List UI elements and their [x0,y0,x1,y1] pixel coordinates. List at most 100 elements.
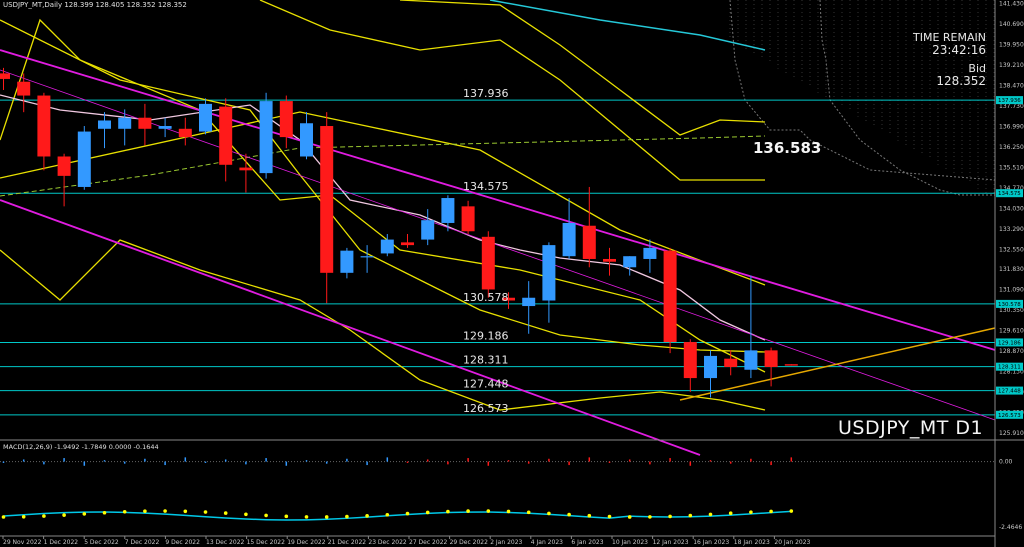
candle-body [259,101,273,174]
level-tag: 127.448 [463,378,509,391]
signal-dot [567,512,571,517]
signal-dot [405,511,410,516]
envelope-outer-upper [0,111,766,286]
signal-dot [688,513,693,518]
candle-body [118,117,132,129]
level-axis-tag [996,386,1023,395]
level-axis-tag-label: 130.578 [998,302,1021,308]
price-tick-label: 130.350 [999,307,1024,314]
candle-body [340,250,354,273]
candle-body [219,106,233,165]
bid-label: Bid [968,62,986,75]
time-tick-label: 18 Jan 2023 [734,539,770,546]
signal-dot [749,510,753,514]
price-tick-label: 136.250 [999,144,1024,151]
candle-body [764,350,778,367]
signal-dot [42,514,46,518]
price-tick-label: 139.210 [999,62,1024,69]
time-remain-label: TIME REMAIN [913,31,986,44]
candle-body [380,239,394,254]
candle-body [461,206,475,232]
channel-upper [0,49,996,351]
candle-body [401,242,414,246]
level-tag: 126.573 [463,402,509,415]
time-tick-label: 29 Nov 2022 [3,539,42,546]
price-tick-label: 128.130 [999,369,1024,376]
candle-body [98,120,111,129]
time-tick-label: 10 Jan 2023 [612,539,648,546]
candle-body [784,364,798,366]
price-tick-label: 132.550 [999,246,1024,253]
level-axis-tag [996,362,1023,371]
price-tick-label: 134.770 [999,185,1024,192]
candle-body [77,131,91,187]
level-axis-tag [996,189,1023,198]
price-tick-label: 128.870 [999,348,1024,355]
signal-dot [627,515,632,519]
time-tick-label: 20 Jan 2023 [774,539,810,546]
price-tick-label: 139.950 [999,41,1024,48]
level-axis-tag [996,338,1023,347]
candle-body [582,225,596,259]
signal-dot [324,515,329,519]
level-axis-tag-label: 128.311 [998,365,1021,371]
candle-body [300,123,313,157]
price-tick-label: 135.510 [999,164,1024,171]
signal-dot [21,514,26,519]
time-remain-value: 23:42:16 [932,43,986,57]
big-price-label: 136.583 [753,139,822,157]
time-tick-label: 27 Dec 2022 [409,539,448,546]
signal-dot [223,511,228,515]
candle-body [158,126,172,129]
time-tick-label: 6 Jan 2023 [571,539,603,546]
signal-dot [425,510,430,515]
signal-dot [607,514,612,519]
level-axis-tag-label: 137.936 [998,98,1021,104]
signal-dot [62,513,66,517]
candle-body [279,101,293,138]
time-tick-label: 21 Dec 2022 [328,539,367,546]
candle-body [360,256,374,258]
support-trendline [679,327,996,401]
cloud-edge-upper [729,0,996,181]
signal-dot [345,514,349,519]
candle-body [562,222,576,257]
green-ma [0,135,766,197]
envelope-top-2 [259,0,765,181]
cyan-ma [489,0,766,51]
time-tick-label: 29 Dec 2022 [450,539,489,546]
candle-body [178,128,192,138]
candle-body [441,198,455,223]
signal-dot [728,511,733,516]
signal-dot [304,515,309,519]
candle-body [522,297,536,307]
price-tick-label: 140.690 [999,21,1024,28]
candle-body [663,250,677,343]
level-tags: 137.936 134.575 130.578 129.186 128.311 127.4… [463,87,509,415]
candle-body [542,245,556,301]
ichimoku-cloud [729,0,996,196]
time-tick-label: 16 Jan 2023 [693,539,729,546]
candle-body [704,355,717,379]
candle-body [17,81,31,96]
time-tick-label: 12 Jan 2023 [653,539,689,546]
level-tag: 128.311 [463,354,509,367]
signal-dot [264,513,268,518]
candle-body [320,126,334,273]
signal-dot [82,512,87,516]
candle-body [643,247,657,259]
signal-dot [122,509,127,514]
price-tick-label: 125.910 [999,430,1024,437]
level-axis-tag-label: 129.186 [998,340,1021,346]
time-tick-label: 13 Dec 2022 [206,539,245,546]
candlesticks [0,67,798,398]
level-axis-tag-label: 126.573 [998,413,1021,419]
signal-dot [668,514,672,519]
signal-dot [385,512,390,517]
signal-dot [446,509,450,514]
level-axis-tag-label: 127.448 [998,389,1021,395]
level-tag: 137.936 [463,87,509,100]
symbol-header: USDJPY_MT,Daily 128.399 128.405 128.352 … [3,1,187,9]
